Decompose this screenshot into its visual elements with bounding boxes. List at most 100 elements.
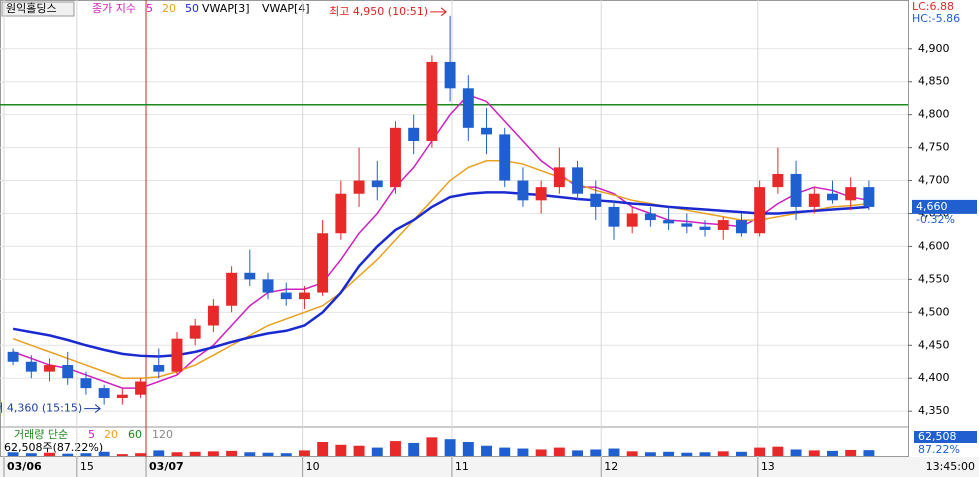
candle-body <box>590 193 602 207</box>
time-label: 13:45:00 <box>926 460 975 473</box>
volume-bar <box>863 450 875 456</box>
volume-bar <box>426 437 438 456</box>
volume-bar <box>663 451 675 456</box>
legend-entry: 50 <box>185 2 199 15</box>
candle-body <box>98 388 110 398</box>
price-tag <box>912 199 977 214</box>
y-tick-label: 4,750 <box>918 141 950 154</box>
candle-body <box>408 127 420 142</box>
candle-body <box>189 325 201 339</box>
candle-body <box>317 233 329 293</box>
x-tick-label: 13 <box>761 460 775 473</box>
title-box[interactable] <box>1 1 75 17</box>
volume-bar <box>790 449 802 456</box>
volume-ma-label: 20 <box>104 428 118 441</box>
candle-body <box>298 292 310 300</box>
volume-ma-label: 5 <box>88 428 95 441</box>
x-tick-label: 10 <box>306 460 320 473</box>
ma-line <box>12 191 869 358</box>
plot-frame <box>0 0 909 457</box>
candle-body <box>827 193 838 201</box>
volume-bar <box>44 452 55 456</box>
legend-entry: 5 <box>146 2 153 15</box>
candle-body <box>717 220 729 230</box>
volume-bar <box>116 454 128 456</box>
volume-bar <box>25 453 37 456</box>
price-label: 종가 지수 <box>92 2 136 15</box>
candle-body <box>44 365 55 372</box>
x-tick-label: 15 <box>80 460 94 473</box>
candle-body <box>7 351 19 362</box>
volume-bar <box>644 452 656 456</box>
candle-body <box>62 365 74 379</box>
volume-bar <box>7 452 19 456</box>
candle-body <box>808 193 820 207</box>
candle-body <box>207 305 219 326</box>
volume-tag <box>914 431 977 443</box>
volume-bar <box>553 447 565 456</box>
volume-bar <box>408 442 420 456</box>
candle-body <box>80 378 92 389</box>
high-note: 최고 4,950 (10:51) <box>329 5 428 18</box>
y-tick-label: 4,350 <box>918 404 950 417</box>
volume-bar <box>298 450 310 456</box>
candle-body <box>845 187 857 201</box>
ma-line <box>12 160 869 379</box>
candle-body <box>863 187 875 207</box>
candle-body <box>462 88 474 128</box>
volume-bar <box>135 453 147 456</box>
volume-ma-label: 60 <box>128 428 142 441</box>
low-arrow <box>84 404 101 413</box>
candle-body <box>553 167 565 188</box>
high-arrow <box>430 7 447 17</box>
volume-bar <box>754 447 766 456</box>
candle-body <box>390 127 401 188</box>
y-tick-label: 4,400 <box>918 371 950 384</box>
volume-bar <box>317 442 329 456</box>
volume-bar <box>772 446 784 456</box>
y-tick-label: 4,450 <box>918 338 950 351</box>
volume-bar <box>462 442 474 456</box>
volume-bar <box>98 451 110 456</box>
candle-body <box>280 292 292 300</box>
volume-bar <box>371 447 383 456</box>
candle-body <box>735 220 747 234</box>
candle-body <box>444 61 456 89</box>
volume-bar <box>62 453 74 456</box>
candle-body <box>153 365 165 372</box>
candle-body <box>790 173 802 207</box>
indicator-label: VWAP[4] <box>262 2 310 15</box>
y-tick-label: 4,850 <box>918 75 950 88</box>
candle-body <box>116 394 128 398</box>
low-note: 최저 4,360 (15:15) <box>0 402 82 415</box>
y-tick-label: 4,700 <box>918 174 950 187</box>
x-tick-label: 11 <box>455 460 469 473</box>
volume-bar <box>499 447 511 456</box>
candle-body <box>353 180 365 194</box>
candle-body <box>335 193 347 234</box>
volume-ma-label: 120 <box>152 428 173 441</box>
x-tick-label: 03/06 <box>7 460 42 473</box>
volume-title: 거래량 단순 <box>14 428 68 441</box>
x-axis-strip <box>0 457 979 477</box>
volume-bar <box>207 451 219 456</box>
candle-body <box>226 272 238 306</box>
volume-bar <box>80 453 92 456</box>
volume-pct: 87.22% <box>918 443 960 456</box>
legend-entry: 20 <box>162 2 176 15</box>
candle-body <box>517 180 529 201</box>
candle-body <box>626 213 638 227</box>
volume-bar <box>262 452 274 456</box>
volume-bar <box>353 445 365 456</box>
x-tick-label: 12 <box>604 460 618 473</box>
volume-bar <box>717 451 729 456</box>
volume-bar <box>699 452 711 456</box>
volume-bar <box>481 445 492 456</box>
price-tag-label: 4,660 <box>916 200 948 213</box>
y-tick-label: 4,600 <box>918 239 950 252</box>
volume-last: 62,508 <box>918 430 957 443</box>
candle-body <box>535 187 547 201</box>
candle-body <box>572 167 584 194</box>
candle-body <box>135 381 147 395</box>
